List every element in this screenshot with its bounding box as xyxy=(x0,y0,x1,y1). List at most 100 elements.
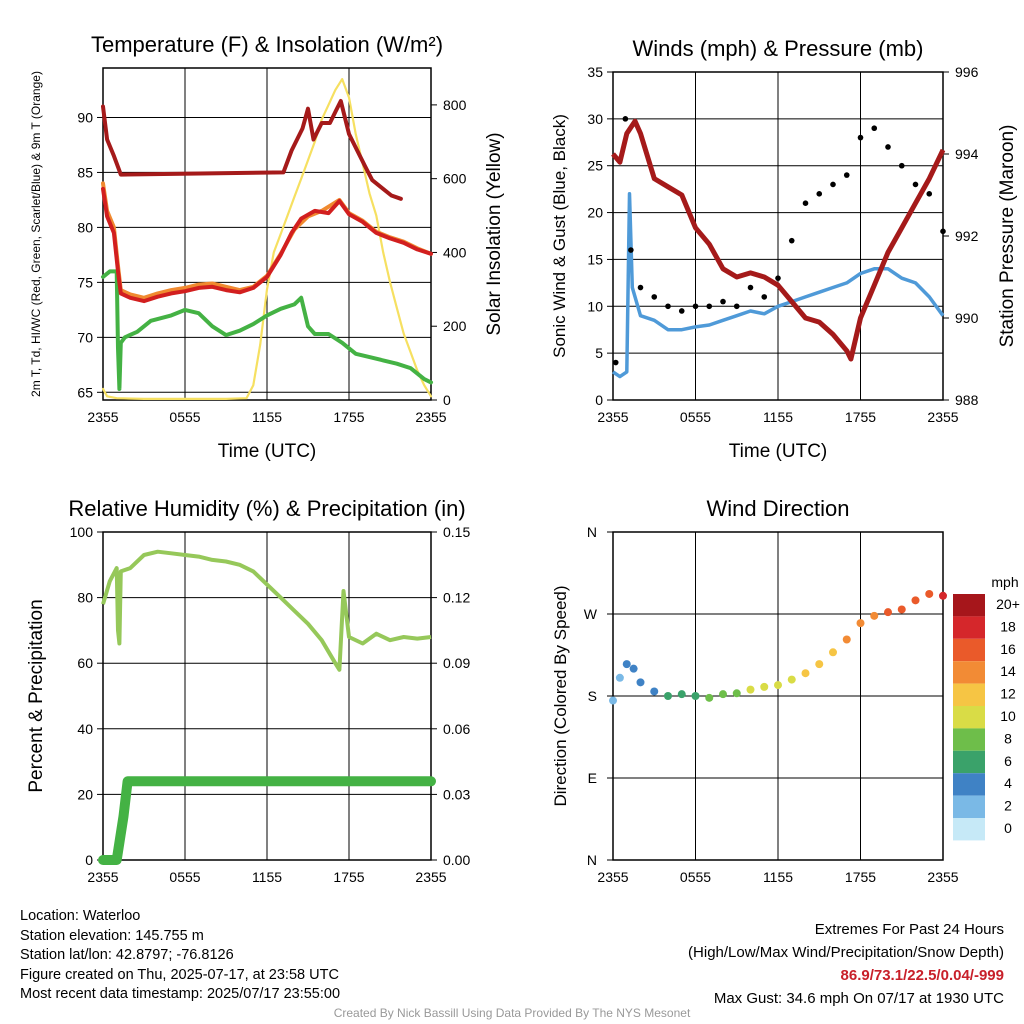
y-tick-label: 70 xyxy=(77,329,93,345)
created-text: Figure created on Thu, 2025-07-17, at 23… xyxy=(20,966,339,983)
legend-swatch xyxy=(953,706,985,729)
direction-point xyxy=(760,682,769,691)
chart-title: Wind Direction xyxy=(706,496,849,521)
legend-title: mph xyxy=(991,574,1018,590)
x-tick-label: 1755 xyxy=(333,869,364,885)
station-info: Location: Waterloo Station elevation: 14… xyxy=(20,907,340,1005)
gust-point xyxy=(612,359,619,366)
x-tick-label: 2355 xyxy=(927,409,958,425)
direction-point xyxy=(897,605,906,614)
credit-text: Created By Nick Bassill Using Data Provi… xyxy=(333,1006,691,1020)
y2-tick-label: 0.09 xyxy=(443,655,470,671)
gust-point xyxy=(830,181,836,188)
legend-swatch xyxy=(953,683,985,706)
direction-point xyxy=(829,648,837,657)
gust-point xyxy=(651,294,658,300)
x-tick-label: 2355 xyxy=(597,409,628,425)
gust-point xyxy=(912,181,919,188)
y-axis-label: Sonic Wind & Gust (Blue, Black) xyxy=(550,114,569,358)
legend-label: 20+ xyxy=(996,596,1020,612)
gust-point xyxy=(747,284,754,291)
gust-point xyxy=(898,162,905,169)
extremes-info: Extremes For Past 24 Hours (High/Low/Max… xyxy=(688,918,1004,1010)
y-tick-label: E xyxy=(588,770,597,786)
gust-point xyxy=(692,303,699,310)
direction-point xyxy=(870,611,879,620)
y2-tick-label: 0.12 xyxy=(443,590,470,606)
gust-point xyxy=(720,298,726,305)
humidity-panel: 2355 0555 1155 1755 2355 Relative Humidity (%… xyxy=(26,496,470,885)
x-tick-label: 0555 xyxy=(169,869,200,885)
legend-swatch xyxy=(953,594,985,617)
direction-point xyxy=(842,635,851,644)
y2-tick-label: 994 xyxy=(955,146,979,162)
series-line-green xyxy=(101,269,433,391)
x-tick-label: 2355 xyxy=(597,869,628,885)
x-tick-label: 1155 xyxy=(252,869,282,885)
y-tick-label: 15 xyxy=(587,251,603,267)
legend-swatch xyxy=(953,795,985,818)
series-line-maroon xyxy=(611,118,946,362)
y2-tick-label: 992 xyxy=(955,228,979,244)
y-tick-label: 20 xyxy=(77,786,93,802)
x-tick-label: 1755 xyxy=(845,869,876,885)
y2-tick-label: 0.03 xyxy=(443,786,470,802)
series-line-precip xyxy=(98,776,436,865)
y-tick-label: 60 xyxy=(77,655,93,671)
extremes-title: Extremes For Past 24 Hours xyxy=(814,921,1004,938)
y-tick-label: 0 xyxy=(85,852,93,868)
plot-frame xyxy=(102,67,432,401)
extremes-values: 86.9/73.1/22.5/0.04/-999 xyxy=(840,967,1004,984)
y2-tick-label: 0.00 xyxy=(443,852,470,868)
y-tick-label: 100 xyxy=(70,524,94,540)
gust-point xyxy=(665,303,671,310)
legend-swatch xyxy=(953,750,985,774)
gust-point xyxy=(843,172,850,178)
direction-point xyxy=(691,692,700,700)
series-line-humidity xyxy=(101,549,432,672)
legend-label: 2 xyxy=(1004,798,1012,814)
direction-point xyxy=(636,678,645,687)
y-tick-label: 85 xyxy=(77,164,93,180)
direction-point xyxy=(609,696,617,705)
x-tick-label: 2355 xyxy=(927,869,958,885)
winds-panel: 2355 0555 1155 1755 2355 Winds (mph) & Pressu… xyxy=(550,36,1018,462)
gust-point xyxy=(637,284,644,291)
y2-axis-label: Solar Insolation (Yellow) xyxy=(484,132,505,335)
x-tick-label: 2355 xyxy=(415,409,446,425)
y-tick-label: 65 xyxy=(77,384,93,400)
gust-point xyxy=(761,294,768,300)
x-tick-label: 1755 xyxy=(333,409,364,425)
direction-point xyxy=(650,687,659,696)
gust-point xyxy=(678,308,685,314)
y-tick-label: 40 xyxy=(77,721,93,737)
legend-swatch xyxy=(953,638,985,662)
max-gust-text: Max Gust: 34.6 mph On 07/17 at 1930 UTC xyxy=(713,990,1004,1007)
x-tick-label: 1755 xyxy=(845,409,876,425)
direction-point xyxy=(629,664,638,673)
y-axis-label: Direction (Colored By Speed) xyxy=(551,585,570,806)
gust-point xyxy=(628,247,634,253)
y-tick-label: 75 xyxy=(77,274,93,290)
chart-title: Winds (mph) & Pressure (mb) xyxy=(633,36,924,61)
y-tick-label: 30 xyxy=(587,111,603,127)
y-tick-label: 5 xyxy=(595,345,603,361)
direction-point xyxy=(939,591,947,600)
direction-point xyxy=(705,693,714,702)
direction-point xyxy=(787,675,796,684)
legend-label: 0 xyxy=(1004,820,1012,836)
series-line-red xyxy=(101,186,433,304)
x-tick-label: 0555 xyxy=(169,409,200,425)
legend-swatch xyxy=(953,818,985,841)
y-tick-label: N xyxy=(587,524,597,540)
direction-point xyxy=(925,589,934,598)
direction-point xyxy=(774,681,782,690)
x-tick-label: 0555 xyxy=(680,869,711,885)
y-tick-label: 25 xyxy=(587,158,603,174)
gust-point xyxy=(775,275,781,281)
direction-point xyxy=(911,596,920,605)
direction-point xyxy=(801,669,810,678)
direction-point xyxy=(815,660,824,669)
gust-point xyxy=(706,303,713,310)
